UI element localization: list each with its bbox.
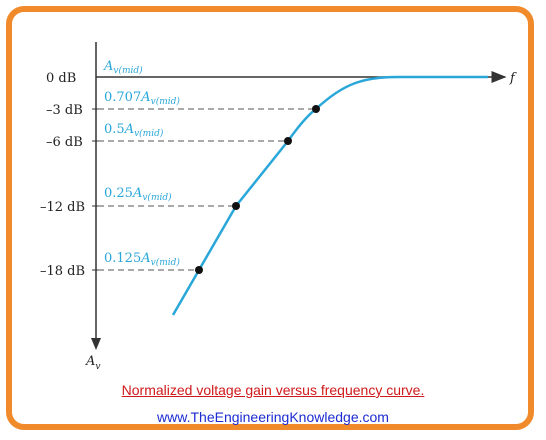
label-05: 0.5Av(mid) xyxy=(104,122,164,139)
label-0707: 0.707Av(mid) xyxy=(104,90,180,107)
db-label-0: 0 dB xyxy=(46,71,76,86)
db-label-3: –3 dB xyxy=(46,103,83,118)
website-watermark: www.TheEngineeringKnowledge.com xyxy=(157,409,389,425)
point-12db xyxy=(232,202,240,210)
label-0125: 0.125Av(mid) xyxy=(104,251,180,268)
label-025: 0.25Av(mid) xyxy=(104,186,172,203)
db-label-18: –18 dB xyxy=(40,264,85,279)
response-curve xyxy=(171,75,488,316)
figure-caption[interactable]: Normalized voltage gain versus frequency… xyxy=(121,382,425,398)
db-label-12: –12 dB xyxy=(40,200,85,215)
y-axis-arrowhead xyxy=(91,338,101,350)
point-3db xyxy=(312,105,320,113)
y-axis-label: Av xyxy=(85,354,100,372)
point-18db xyxy=(195,266,203,274)
label-av-mid: Av(mid) xyxy=(103,59,143,76)
db-label-6: –6 dB xyxy=(46,135,83,150)
point-6db xyxy=(284,137,292,145)
x-axis-label: f xyxy=(509,71,517,86)
